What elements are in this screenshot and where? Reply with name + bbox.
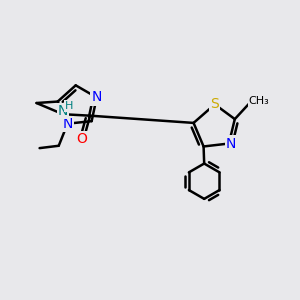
Text: N: N (58, 104, 68, 118)
Text: N: N (62, 117, 73, 131)
Text: H: H (65, 101, 74, 111)
Text: O: O (77, 132, 88, 146)
Text: N: N (92, 91, 102, 104)
Text: N: N (226, 136, 236, 151)
Text: S: S (210, 98, 219, 111)
Text: CH₃: CH₃ (249, 96, 270, 106)
